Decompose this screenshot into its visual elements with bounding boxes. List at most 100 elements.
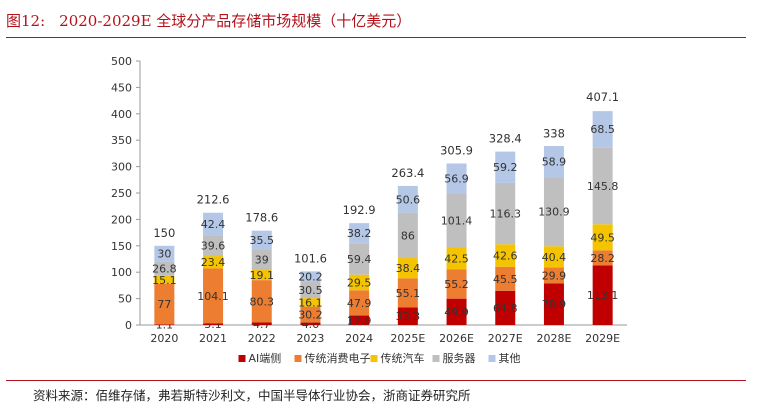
bar-segment <box>251 270 272 281</box>
x-tick-label: 2021 <box>199 332 227 345</box>
bar-segment <box>495 244 516 267</box>
data-label: 58.9 <box>542 156 567 169</box>
bar-segment <box>495 151 516 183</box>
bar-segment <box>349 243 370 275</box>
data-label: 29.5 <box>347 276 372 289</box>
bar-segment <box>543 146 564 178</box>
legend-label: AI端侧 <box>249 352 282 365</box>
data-label: 59.2 <box>493 161 518 174</box>
total-label: 101.6 <box>294 251 327 265</box>
bar-segment <box>446 247 467 270</box>
bar-segment <box>154 324 175 325</box>
data-label: 23.4 <box>201 256 226 269</box>
bar-segment <box>203 212 224 236</box>
data-label: 56.9 <box>444 173 469 186</box>
x-tick-label: 2025E <box>390 332 425 345</box>
y-tick-label: 350 <box>111 134 132 147</box>
data-label: 29.9 <box>542 269 567 282</box>
data-label: 77 <box>157 298 171 311</box>
bar-segment <box>154 283 175 325</box>
bar-segment <box>592 250 613 266</box>
data-label: 130.9 <box>538 206 570 219</box>
total-label: 178.6 <box>245 211 278 225</box>
data-label: 38.4 <box>396 262 421 275</box>
x-tick-label: 2026E <box>439 332 474 345</box>
bar-segment <box>543 283 564 325</box>
bar-segment <box>543 267 564 284</box>
data-label: 42.6 <box>493 250 518 263</box>
data-label: 80.3 <box>250 295 275 308</box>
data-label: 55.1 <box>396 287 421 300</box>
bar-segment <box>592 224 613 251</box>
data-label: 17.9 <box>347 314 372 327</box>
bar-segment <box>300 282 321 299</box>
figure-title: 图12: 2020-2029E 全球分产品存储市场规模（十亿美元） <box>6 9 746 33</box>
bar-segment <box>154 261 175 276</box>
x-tick-label: 2028E <box>536 332 571 345</box>
bar-segment <box>203 268 224 324</box>
data-label: 104.1 <box>197 290 229 303</box>
data-label: 101.4 <box>441 214 473 227</box>
bar-segment <box>495 182 516 245</box>
data-label: 50.6 <box>396 193 421 206</box>
data-label: 39 <box>255 254 269 267</box>
data-label: 116.3 <box>490 208 522 221</box>
bar-segment <box>397 278 418 308</box>
legend-swatch <box>488 355 496 362</box>
data-label: 30 <box>157 248 171 261</box>
bar-segment <box>349 290 370 316</box>
bar-segment <box>397 212 418 259</box>
data-label: 28.2 <box>590 252 615 265</box>
data-label: 35.5 <box>250 234 275 247</box>
bar-segment <box>251 322 272 325</box>
data-label: 15.1 <box>152 274 177 287</box>
y-tick-label: 450 <box>111 81 132 94</box>
data-label: 68.5 <box>590 123 615 136</box>
y-tick-label: 150 <box>111 240 132 253</box>
data-label: 42.5 <box>444 252 469 265</box>
data-label: 26.8 <box>152 263 177 276</box>
data-label: 113.1 <box>587 289 619 302</box>
data-label: 20.2 <box>298 271 323 284</box>
bar-segment <box>203 235 224 257</box>
legend-swatch <box>238 355 246 362</box>
data-label: 39.6 <box>201 240 226 253</box>
bar-segment <box>203 256 224 269</box>
data-label: 49.9 <box>444 306 469 319</box>
bar-segment <box>446 269 467 299</box>
data-label: 30.5 <box>298 284 323 297</box>
bar-segment <box>300 306 321 323</box>
bar-segment <box>592 147 613 225</box>
bar-segment <box>154 245 175 262</box>
bar-segment <box>251 249 272 271</box>
legend-label: 传统消费电子 <box>305 351 371 365</box>
total-label: 328.4 <box>489 132 522 146</box>
y-tick-label: 300 <box>111 161 132 174</box>
bar-segment <box>203 323 224 325</box>
x-tick-label: 2027E <box>488 332 523 345</box>
data-label: 33.3 <box>396 310 421 323</box>
legend-label: 服务器 <box>443 352 476 365</box>
legend-swatch <box>432 355 440 362</box>
y-tick-label: 500 <box>111 55 132 68</box>
x-tick-label: 2022 <box>248 332 276 345</box>
bar-segment <box>446 193 467 248</box>
bar-segment <box>251 230 272 250</box>
bar-segment <box>300 271 321 283</box>
y-tick-label: 200 <box>111 213 132 226</box>
bar-segment <box>543 177 564 247</box>
bar-segment <box>397 307 418 325</box>
bar-segment <box>397 185 418 213</box>
data-label: 19.1 <box>250 269 275 282</box>
data-label: 47.9 <box>347 297 372 310</box>
bar-segment <box>543 246 564 268</box>
total-label: 150 <box>153 226 175 240</box>
bar-segment <box>397 258 418 279</box>
data-label: 55.2 <box>444 278 469 291</box>
total-label: 212.6 <box>197 193 230 207</box>
total-label: 305.9 <box>440 143 473 157</box>
x-tick-label: 2029E <box>585 332 620 345</box>
data-label: 59.4 <box>347 253 372 266</box>
data-label: 16.1 <box>298 296 323 309</box>
y-tick-label: 400 <box>111 108 132 121</box>
